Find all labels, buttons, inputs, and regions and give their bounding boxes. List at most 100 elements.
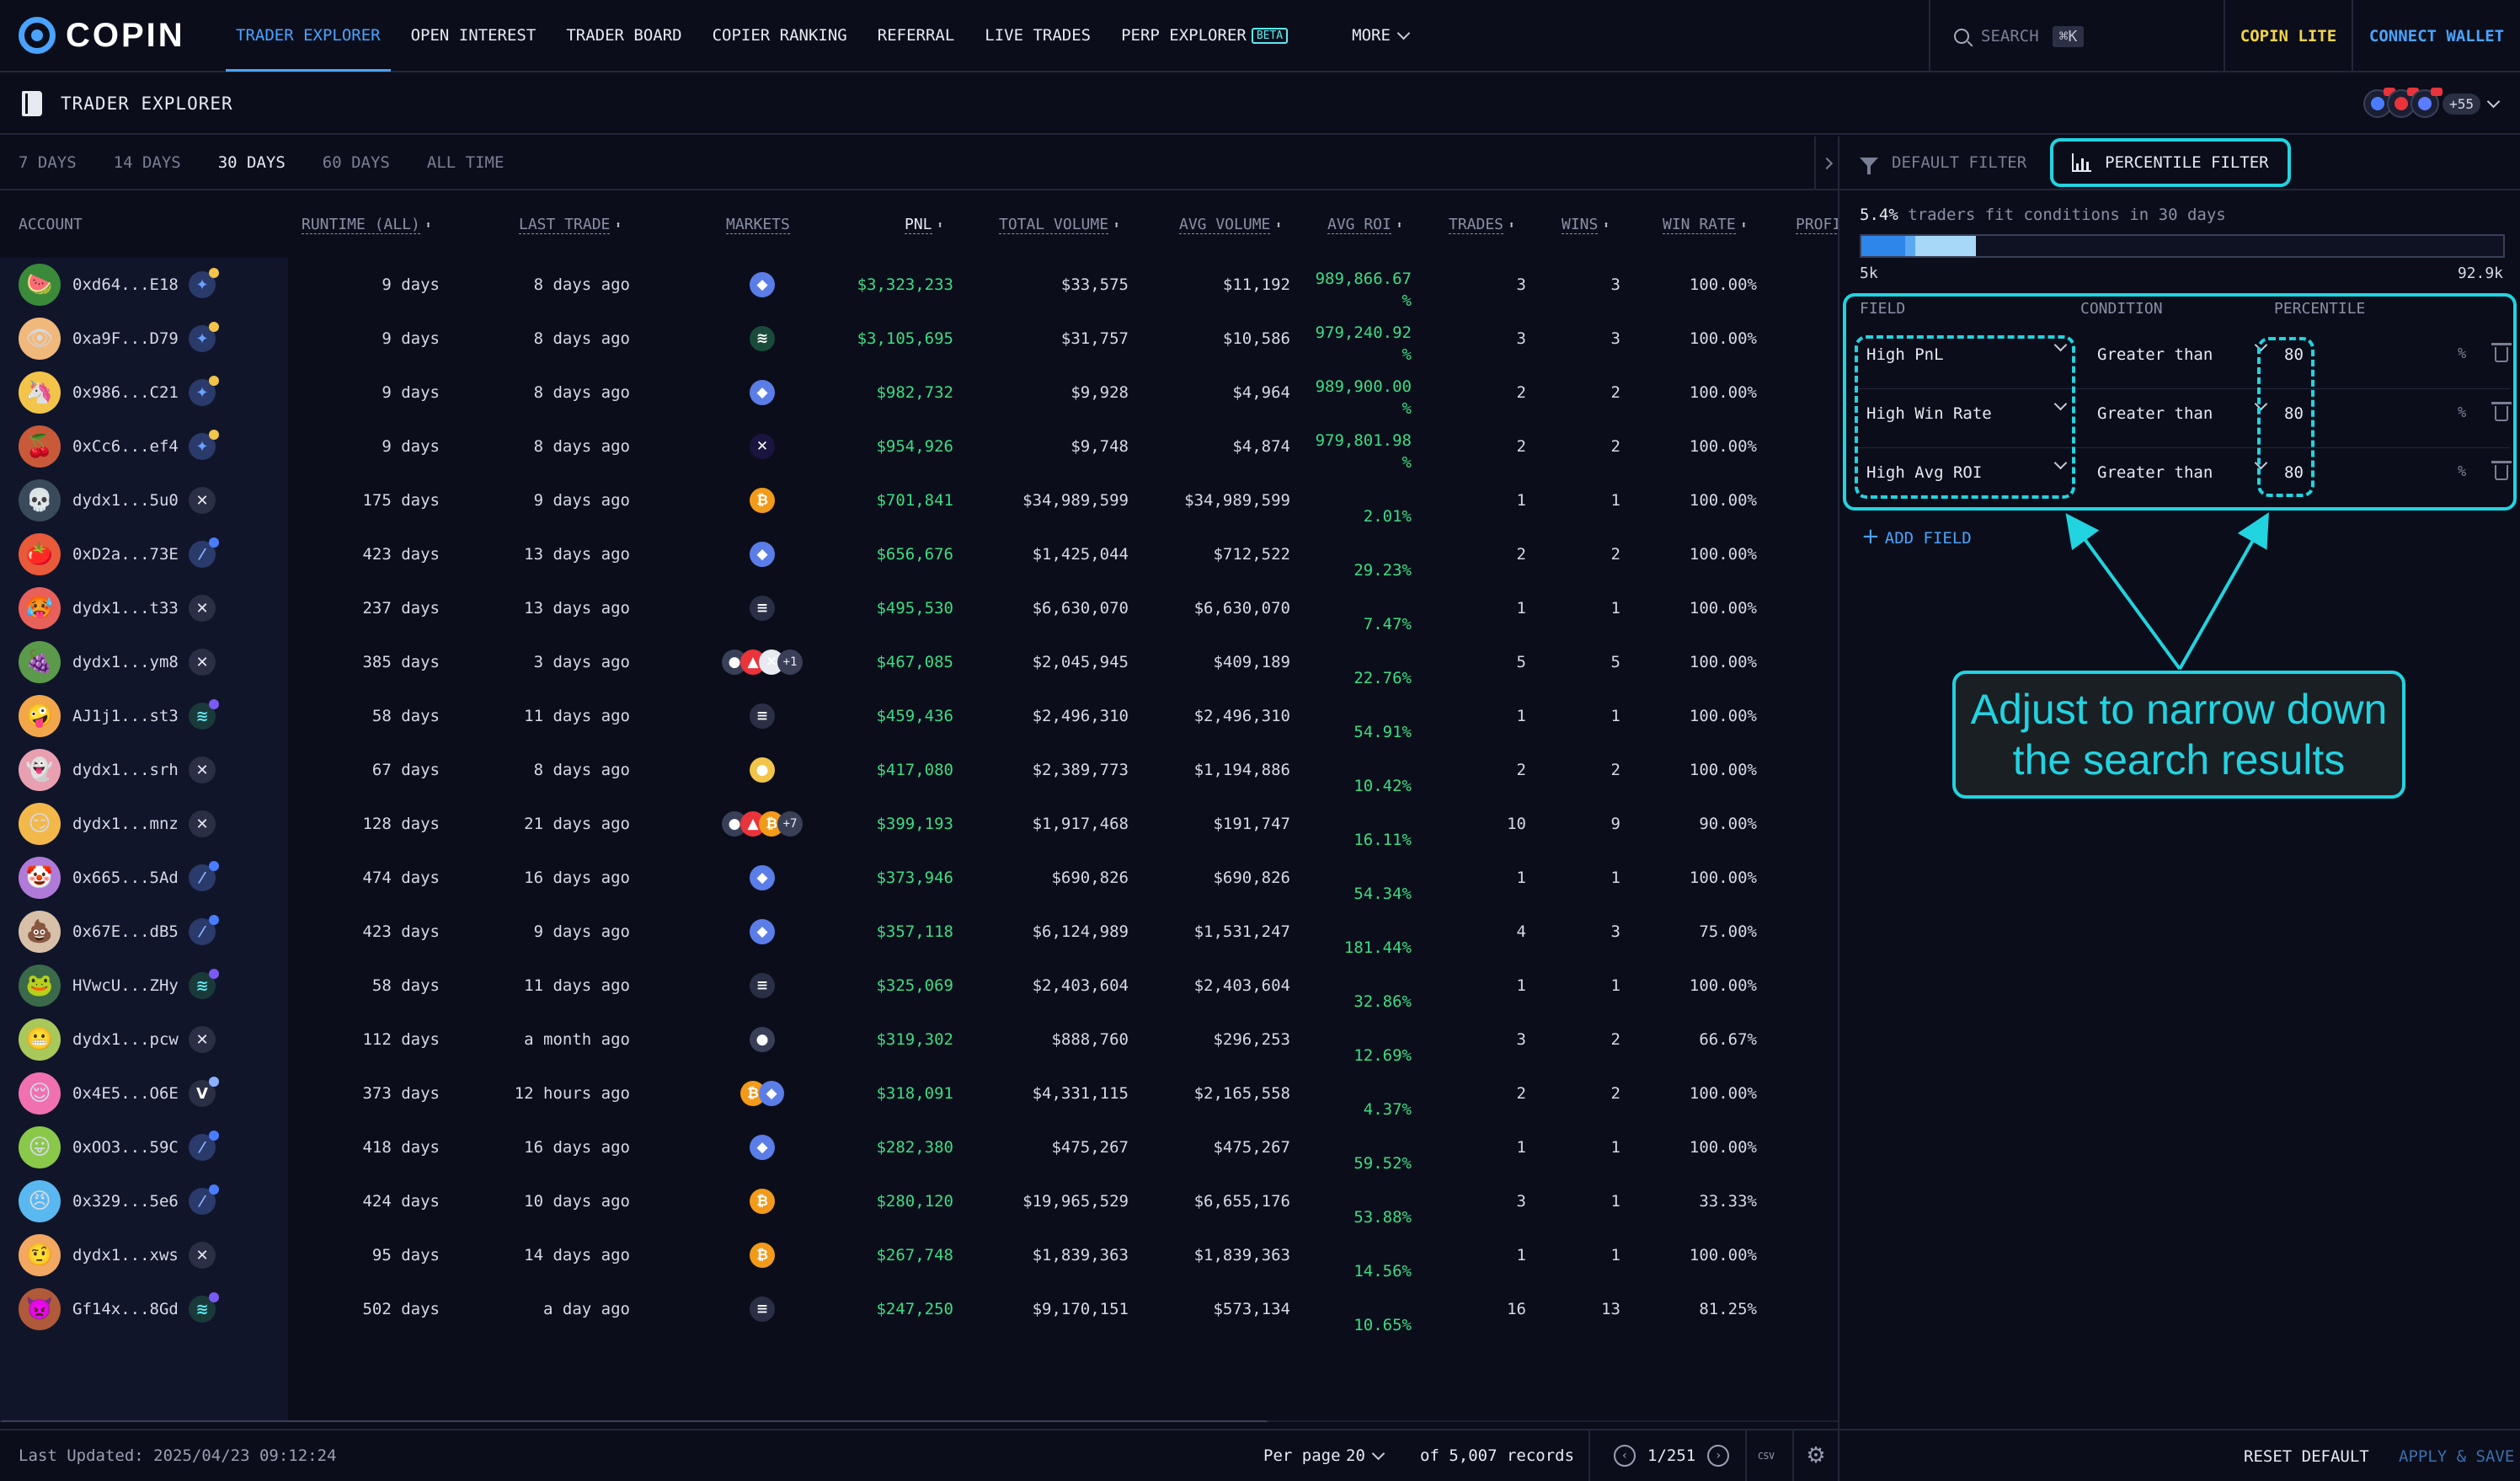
- nav-item-live-trades[interactable]: LIVE TRADES: [969, 0, 1106, 72]
- table-row[interactable]: 🐸 HVwcU...ZHy ≋ 58 days 11 days ago ≡ $325,069…: [0, 959, 1838, 1013]
- condition-select[interactable]: Greater than: [2097, 338, 2268, 364]
- table-row[interactable]: 👻 dydx1...srh ✕ 67 days 8 days ago ● $417,080 $…: [0, 743, 1838, 797]
- account-address[interactable]: 0x986...C21: [72, 383, 179, 402]
- table-row[interactable]: 👁 0xa9F...D79 ✦ 9 days 8 days ago ≋ $3,105,695…: [0, 312, 1838, 366]
- trash-icon[interactable]: [2491, 402, 2512, 421]
- horizontal-scrollbar[interactable]: [0, 1420, 1838, 1422]
- field-select[interactable]: High Avg ROI: [1866, 456, 2068, 482]
- col-profit[interactable]: PROFI: [1796, 216, 1838, 234]
- tab-default-filter[interactable]: DEFAULT FILTER: [1839, 138, 2047, 187]
- tab-7-days[interactable]: 7 DAYS: [19, 153, 77, 172]
- copin-logo[interactable]: COPIN: [19, 17, 221, 55]
- col-avg-volume[interactable]: AVG VOLUME ⬍: [1179, 216, 1282, 234]
- account-address[interactable]: 0x665...5Ad: [72, 869, 179, 887]
- total-volume-value: $2,403,604: [1032, 976, 1129, 995]
- total-volume-value: $888,760: [1051, 1030, 1129, 1049]
- percentile-input[interactable]: 80: [2284, 404, 2304, 423]
- col-runtime[interactable]: RUNTIME (ALL) ⬍: [302, 216, 432, 234]
- annotation-callout: Adjust to narrow down the search results: [1952, 671, 2405, 799]
- avatar-cell: 💀: [19, 473, 62, 527]
- table-row[interactable]: 😏 dydx1...mnz ✕ 128 days 21 days ago ● ▲ ₿ +7 $39…: [0, 797, 1838, 851]
- win-rate-value: 100.00%: [1689, 437, 1757, 456]
- col-win-rate[interactable]: WIN RATE ⬍: [1663, 216, 1747, 234]
- account-address[interactable]: 0xd64...E18: [72, 275, 179, 294]
- search-button[interactable]: SEARCH ⌘K: [1929, 0, 2224, 72]
- protocol-selector[interactable]: +55: [2363, 88, 2501, 118]
- per-page-select[interactable]: 20: [1346, 1446, 1407, 1465]
- table-row[interactable]: 🤨 dydx1...xws ✕ 95 days 14 days ago ₿ $267,748…: [0, 1228, 1838, 1282]
- copin-lite-button[interactable]: COPIN LITE: [2224, 0, 2352, 72]
- col-avg-roi[interactable]: AVG ROI ⬍: [1327, 216, 1403, 234]
- table-row[interactable]: 😠 0x329...5e6 ⁄ 424 days 10 days ago ₿ $280,12…: [0, 1174, 1838, 1228]
- nav-item-open-interest[interactable]: OPEN INTEREST: [396, 0, 552, 72]
- account-address[interactable]: dydx1...mnz: [72, 815, 179, 833]
- table-row[interactable]: 💩 0x67E...dB5 ⁄ 423 days 9 days ago ◆ $357,118…: [0, 905, 1838, 959]
- account-address[interactable]: 0xCc6...ef4: [72, 437, 179, 456]
- percentile-input[interactable]: 80: [2284, 463, 2304, 482]
- tab-all-time[interactable]: ALL TIME: [426, 153, 505, 172]
- chevron-down-icon: [1371, 1446, 1385, 1460]
- table-row[interactable]: 🍉 0xd64...E18 ✦ 9 days 8 days ago ◆ $3,323,233…: [0, 258, 1838, 312]
- table-row[interactable]: 😛 0xOO3...59C ⁄ 418 days 16 days ago ◆ $282,38…: [0, 1120, 1838, 1174]
- prev-page-button[interactable]: ‹: [1614, 1445, 1636, 1467]
- account-address[interactable]: 0xD2a...73E: [72, 545, 179, 564]
- table-row[interactable]: 😬 dydx1...pcw ✕ 112 days a month ago ● $319,30…: [0, 1013, 1838, 1067]
- account-address[interactable]: Gf14x...8Gd: [72, 1300, 179, 1318]
- nav-item-copier-ranking[interactable]: COPIER RANKING: [697, 0, 862, 72]
- table-row[interactable]: 🍒 0xCc6...ef4 ✦ 9 days 8 days ago ✕ $954,926 $9…: [0, 420, 1838, 473]
- table-row[interactable]: 🥵 dydx1...t33 ✕ 237 days 13 days ago ≡ $495,53…: [0, 581, 1838, 635]
- account-address[interactable]: 0x329...5e6: [72, 1192, 179, 1211]
- account-address[interactable]: dydx1...srh: [72, 761, 179, 779]
- percentile-input[interactable]: 80: [2284, 345, 2304, 364]
- col-last-trade[interactable]: LAST TRADE ⬍: [519, 216, 622, 234]
- col-trades[interactable]: TRADES ⬍: [1449, 216, 1515, 234]
- reset-default-button[interactable]: RESET DEFAULT: [2244, 1447, 2369, 1466]
- tab-14-days[interactable]: 14 DAYS: [113, 153, 181, 172]
- tab-60-days[interactable]: 60 DAYS: [322, 153, 390, 172]
- account-address[interactable]: dydx1...ym8: [72, 653, 179, 671]
- col-pnl[interactable]: PNL ⬍: [905, 216, 943, 234]
- nav-item-trader-explorer[interactable]: TRADER EXPLORER: [221, 0, 396, 72]
- scrollbar-thumb[interactable]: [0, 1420, 1268, 1422]
- nav-more-menu[interactable]: MORE: [1337, 0, 1423, 72]
- account-address[interactable]: dydx1...t33: [72, 599, 179, 618]
- col-wins[interactable]: WINS ⬍: [1562, 216, 1610, 234]
- tab-30-days[interactable]: 30 DAYS: [217, 153, 286, 172]
- account-address[interactable]: 0xOO3...59C: [72, 1138, 179, 1157]
- account-address[interactable]: HVwcU...ZHy: [72, 976, 179, 995]
- trash-icon[interactable]: [2491, 343, 2512, 362]
- nav-item-trader-board[interactable]: TRADER BOARD: [551, 0, 697, 72]
- gear-icon[interactable]: ⚙: [1792, 1430, 1838, 1481]
- condition-select[interactable]: Greater than: [2097, 397, 2268, 423]
- account-address[interactable]: dydx1...5u0: [72, 491, 179, 510]
- nav-item-perp-explorer[interactable]: PERP EXPLORER BETA: [1106, 0, 1303, 72]
- page-header: TRADER EXPLORER +55: [0, 74, 2520, 135]
- collapse-panel-button[interactable]: [1814, 136, 1838, 190]
- apply-save-button[interactable]: APPLY & SAVE: [2399, 1447, 2515, 1466]
- trash-icon[interactable]: [2491, 461, 2512, 480]
- field-select[interactable]: High Win Rate: [1866, 397, 2068, 423]
- csv-download-button[interactable]: CSV: [1745, 1430, 1786, 1481]
- col-total-volume[interactable]: TOTAL VOLUME ⬍: [999, 216, 1120, 234]
- table-row[interactable]: 🤪 AJ1j1...st3 ≋ 58 days 11 days ago ≡ $459,436…: [0, 689, 1838, 743]
- account-address[interactable]: 0x67E...dB5: [72, 922, 179, 941]
- nav-item-referral[interactable]: REFERRAL: [862, 0, 970, 72]
- table-row[interactable]: 🍅 0xD2a...73E ⁄ 423 days 13 days ago ◆ $656,67…: [0, 527, 1838, 581]
- account-address[interactable]: 0xa9F...D79: [72, 329, 179, 348]
- table-row[interactable]: 🍇 dydx1...ym8 ✕ 385 days 3 days ago ● ▲ ✕ +1 $467…: [0, 635, 1838, 689]
- table-row[interactable]: 👿 Gf14x...8Gd ≋ 502 days a day ago ≡ $247,250 $…: [0, 1282, 1838, 1336]
- table-row[interactable]: 🤡 0x665...5Ad ⁄ 474 days 16 days ago ◆ $373,94…: [0, 851, 1838, 905]
- next-page-button[interactable]: ›: [1707, 1445, 1730, 1467]
- table-row[interactable]: 🦄 0x986...C21 ✦ 9 days 8 days ago ◆ $982,732 $9…: [0, 366, 1838, 420]
- account-address[interactable]: AJ1j1...st3: [72, 707, 179, 725]
- connect-wallet-button[interactable]: CONNECT WALLET: [2352, 0, 2520, 72]
- tab-percentile-filter[interactable]: PERCENTILE FILTER: [2050, 138, 2291, 187]
- table-row[interactable]: 😌 0x4E5...O6E V 373 days 12 hours ago ₿ ◆ $318,…: [0, 1067, 1838, 1120]
- account-address[interactable]: dydx1...xws: [72, 1246, 179, 1264]
- account-address[interactable]: 0x4E5...O6E: [72, 1084, 179, 1103]
- condition-select[interactable]: Greater than: [2097, 456, 2268, 482]
- add-field-button[interactable]: + ADD FIELD: [1861, 524, 1972, 549]
- table-row[interactable]: 💀 dydx1...5u0 ✕ 175 days 9 days ago ₿ $701,841…: [0, 473, 1838, 527]
- account-address[interactable]: dydx1...pcw: [72, 1030, 179, 1049]
- field-select[interactable]: High PnL: [1866, 338, 2068, 364]
